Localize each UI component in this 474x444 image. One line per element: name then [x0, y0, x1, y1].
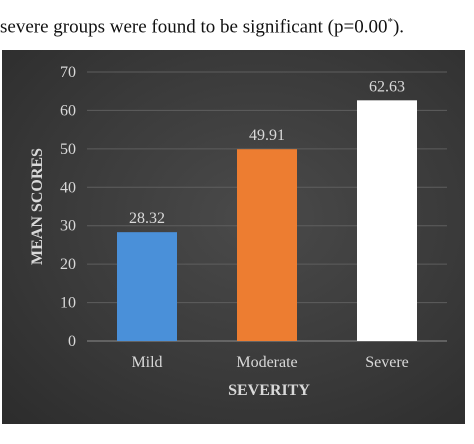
y-tick-label: 50: [60, 141, 76, 158]
x-tick-label: Mild: [131, 354, 162, 371]
y-tick-label: 70: [60, 64, 76, 81]
data-label: 28.32: [129, 210, 165, 227]
bar-chart: 0 10 20 30 40 50 60 70 28.32 Mild 49.91 Moderate 62.…: [29, 64, 447, 399]
x-tick-label: Moderate: [236, 354, 297, 371]
caption-superscript: *: [387, 16, 393, 28]
y-tick-label: 30: [60, 218, 76, 235]
bar: [357, 100, 417, 341]
chart-panel: 0 10 20 30 40 50 60 70 28.32 Mild 49.91 Moderate 62.…: [2, 50, 465, 424]
data-label: 49.91: [249, 127, 285, 144]
y-tick-label: 40: [60, 179, 76, 196]
caption-main: severe groups were found to be significa…: [0, 16, 388, 38]
y-tick-label: 20: [60, 256, 76, 273]
caption-text: severe groups were found to be significa…: [0, 2, 474, 42]
y-tick-label: 0: [68, 333, 76, 350]
y-tick-label: 10: [60, 295, 76, 312]
x-axis-title: SEVERITY: [228, 382, 310, 399]
y-axis-title: MEAN SCORES: [29, 148, 46, 265]
x-tick-label: Severe: [365, 354, 409, 371]
bar: [237, 149, 297, 341]
y-tick-label: 60: [60, 102, 76, 119]
data-label: 62.63: [369, 78, 405, 95]
caption-suffix: ).: [392, 16, 405, 38]
bar: [117, 232, 177, 341]
